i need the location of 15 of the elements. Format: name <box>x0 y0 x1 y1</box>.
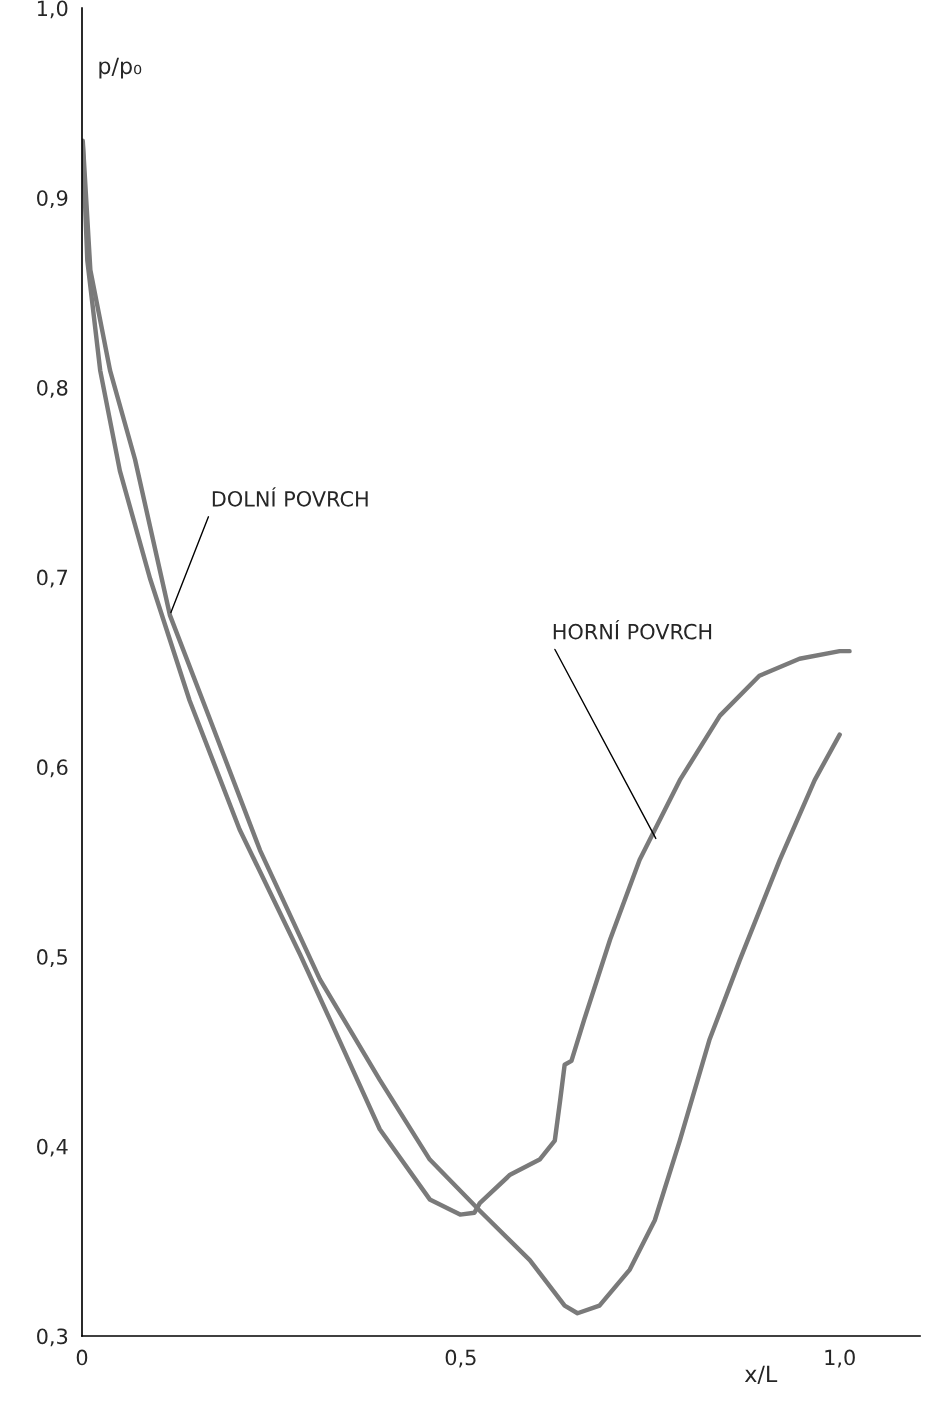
y-tick-label: 0,6 <box>37 759 68 778</box>
y-tick-label: 0,8 <box>37 379 68 398</box>
x-tick-label: 0 <box>76 1349 88 1366</box>
annotation: DOLNÍ POVRCH <box>212 487 368 507</box>
x-tick-label: 0,5 <box>445 1349 476 1368</box>
y-tick-label: 0,7 <box>37 569 68 588</box>
y-tick-label: 0,5 <box>37 949 67 967</box>
x-tick-label: 1,0 <box>825 1349 855 1368</box>
y-tick-label: 0,9 <box>37 190 68 209</box>
y-tick-label: 0,3 <box>37 1328 68 1347</box>
y-tick-label: 1,0 <box>37 0 68 19</box>
y-tick-label: 0,4 <box>37 1138 68 1157</box>
annotation: HORNÍ POVRCH <box>553 619 712 640</box>
y-axis-title: p/p₀ <box>99 57 142 79</box>
x-axis-title: x/L <box>744 1365 778 1385</box>
